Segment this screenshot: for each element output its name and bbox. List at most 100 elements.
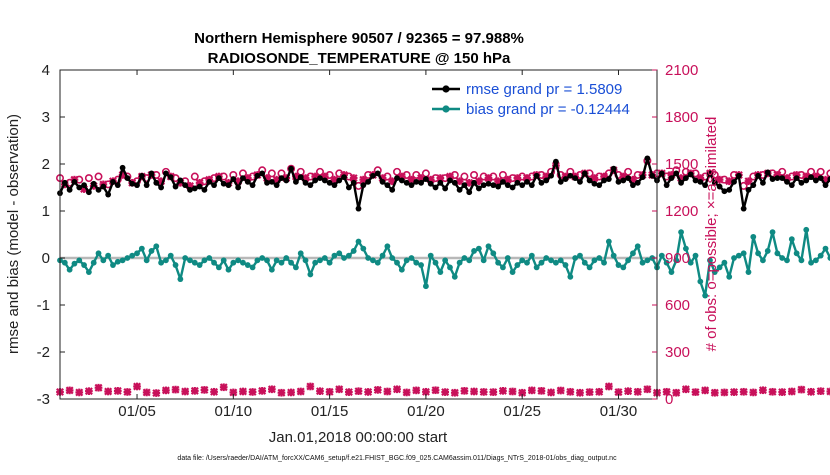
y-tick-label: 2	[42, 156, 50, 173]
rmse-point	[437, 179, 444, 186]
bias-point	[779, 255, 786, 261]
bias-point	[182, 255, 189, 261]
bias-point	[76, 257, 83, 264]
obs-possible-point	[826, 169, 830, 178]
rmse-point	[379, 178, 386, 185]
rmse-point	[577, 178, 583, 185]
rmse-point	[288, 165, 294, 172]
rmse-point	[504, 182, 511, 189]
bias-point	[403, 257, 410, 264]
chart-title: Northern Hemisphere 90507 / 92365 = 97.9…	[194, 30, 524, 47]
rmse-point	[297, 174, 304, 181]
rmse-point	[461, 182, 468, 189]
obs-bottom-point	[604, 382, 613, 391]
bias-point	[350, 248, 357, 254]
bias-point	[244, 262, 251, 268]
bias-point	[302, 257, 309, 264]
x-tick-label: 01/25	[503, 403, 541, 420]
y-right-tick-label: 1800	[665, 109, 698, 126]
rmse-point	[432, 184, 439, 191]
bias-point	[644, 257, 651, 264]
obs-bottom-point	[672, 388, 681, 397]
obs-possible-point	[460, 172, 469, 181]
legend-rmse-label: rmse grand pr = 1.5809	[466, 81, 622, 98]
bias-point	[471, 248, 477, 254]
obs-possible-point	[498, 170, 507, 179]
bias-point	[731, 255, 737, 261]
bias-point	[456, 259, 463, 266]
rmse-point	[76, 184, 83, 191]
rmse-point	[581, 170, 588, 177]
y-tick-label: 1	[42, 203, 50, 220]
bias-point	[663, 259, 670, 266]
rmse-point	[167, 174, 174, 181]
obs-possible-point	[94, 172, 103, 181]
rmse-point	[302, 179, 309, 186]
rmse-point	[163, 170, 169, 177]
rmse-point	[490, 182, 497, 189]
bias-point	[808, 259, 814, 266]
bias-point	[774, 250, 781, 257]
rmse-point	[572, 175, 579, 182]
bias-point	[495, 259, 502, 266]
bias-point	[509, 269, 516, 275]
rmse-point	[471, 179, 477, 186]
obs-bottom-point	[142, 388, 151, 397]
rmse-point	[509, 184, 516, 191]
rmse-point	[687, 171, 694, 178]
rmse-point	[114, 182, 121, 189]
obs-bottom-point	[527, 386, 536, 395]
rmse-point	[548, 172, 554, 179]
obs-bottom-point	[402, 388, 411, 397]
obs-bottom-point	[296, 387, 305, 396]
rmse-point	[678, 179, 684, 186]
plot-frame	[59, 69, 658, 400]
rmse-point	[119, 164, 126, 171]
y-right-tick-label: 1200	[665, 203, 698, 220]
bias-point	[167, 252, 174, 259]
bias-point	[105, 252, 112, 259]
bias-point	[61, 259, 68, 266]
rmse-point	[764, 169, 771, 176]
bias-point	[81, 262, 87, 268]
bias-point	[427, 252, 434, 259]
bias-point	[543, 255, 550, 261]
bias-point	[707, 257, 713, 264]
bias-point	[365, 255, 372, 261]
rmse-point	[268, 178, 275, 185]
bias-point	[567, 273, 574, 280]
bias-point	[288, 259, 294, 266]
bias-point	[740, 250, 747, 257]
bias-point	[490, 250, 497, 257]
rmse-point	[240, 175, 246, 182]
rmse-point	[740, 205, 747, 212]
rmse-point	[808, 174, 814, 181]
bias-point	[639, 259, 646, 266]
rmse-point	[543, 177, 550, 184]
y-right-axis-label: # of obs: o=possible; ×=assimilated	[703, 117, 720, 352]
bias-point	[822, 245, 829, 252]
rmse-point	[750, 182, 757, 189]
obs-assimilated-point	[484, 174, 493, 183]
rmse-point	[779, 175, 786, 182]
rmse-point	[360, 182, 367, 189]
bias-point	[100, 257, 107, 264]
bias-point	[259, 255, 266, 261]
rmse-point	[331, 182, 338, 189]
rmse-point	[562, 176, 569, 182]
rmse-point	[307, 182, 314, 189]
rmse-point	[817, 175, 824, 182]
rmse-point	[264, 179, 270, 186]
rmse-point	[673, 170, 680, 177]
bias-point	[312, 259, 319, 266]
obs-bottom-point	[787, 387, 796, 396]
bias-point	[143, 257, 150, 264]
rmse-point	[591, 180, 598, 187]
bias-point	[437, 269, 444, 275]
rmse-point	[456, 186, 463, 193]
bias-point	[254, 257, 261, 264]
rmse-point	[769, 176, 776, 182]
rmse-point	[225, 182, 232, 189]
